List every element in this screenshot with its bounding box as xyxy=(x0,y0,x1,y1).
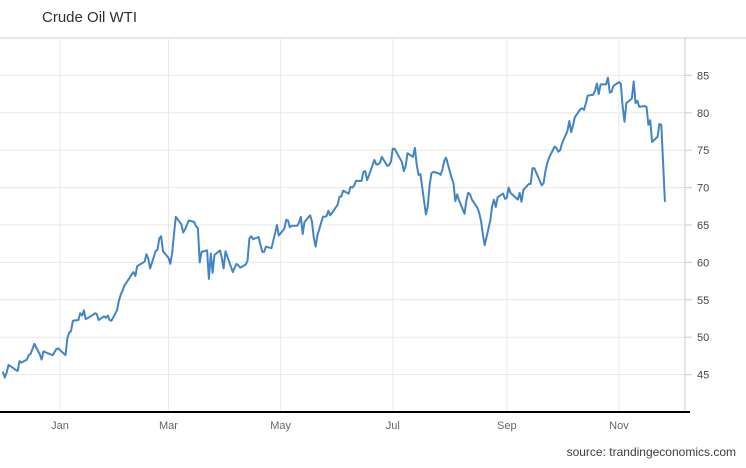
x-tick-label: Nov xyxy=(609,420,629,432)
y-tick-label: 85 xyxy=(697,70,709,82)
x-tick-label: Jan xyxy=(51,420,69,432)
x-tick-label: Mar xyxy=(159,420,178,432)
x-tick-label: May xyxy=(270,420,291,432)
y-tick-label: 55 xyxy=(697,295,709,307)
price-line[interactable] xyxy=(2,76,666,379)
y-tick-label: 50 xyxy=(697,332,709,344)
y-tick-label: 70 xyxy=(697,183,709,195)
source-attribution: source: trandingeconomics.com xyxy=(566,445,736,459)
y-axis-labels: 45 50 55 60 65 70 75 80 85 xyxy=(685,70,709,382)
y-tick-label: 75 xyxy=(697,145,709,157)
x-tick-label: Jul xyxy=(386,420,400,432)
y-tick-label: 65 xyxy=(697,220,709,232)
y-tick-label: 60 xyxy=(697,257,709,269)
x-tick-label: Sep xyxy=(497,420,517,432)
y-tick-label: 80 xyxy=(697,108,709,120)
gridlines xyxy=(0,38,685,412)
y-tick-label: 45 xyxy=(697,370,709,382)
page-title: Crude Oil WTI xyxy=(42,9,138,26)
x-axis-labels: Jan Mar May Jul Sep Nov xyxy=(51,420,629,432)
